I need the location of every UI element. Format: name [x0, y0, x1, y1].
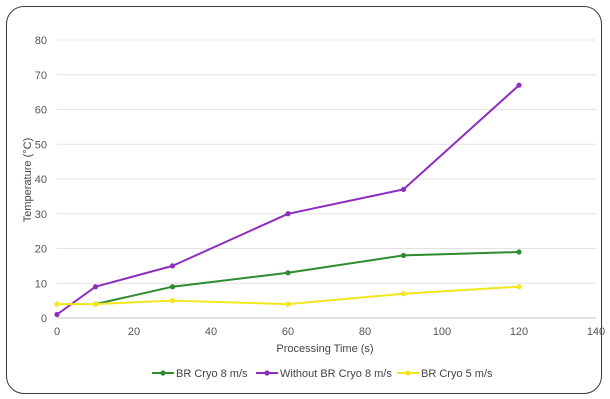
- y-tick-label: 60: [35, 105, 47, 117]
- legend-marker: [264, 370, 270, 376]
- legend-item-2: Without BR Cryo 8 m/s: [256, 368, 392, 380]
- data-point: [400, 291, 407, 297]
- data-point: [169, 298, 176, 304]
- y-axis-title: Temperature (°C): [22, 138, 34, 222]
- x-axis-title: Processing Time (s): [276, 343, 373, 355]
- legend-item-1: BR Cryo 8 m/s: [152, 368, 248, 380]
- series-2: [54, 82, 522, 318]
- y-tick-label: 10: [35, 278, 47, 290]
- series-3: [54, 284, 522, 307]
- data-point: [400, 252, 407, 259]
- series-line: [95, 251, 520, 306]
- data-point: [516, 284, 522, 290]
- y-tick-label: 40: [35, 174, 47, 186]
- x-tick-label: 140: [587, 326, 605, 338]
- legend-marker: [160, 370, 166, 376]
- data-point: [516, 249, 522, 255]
- y-tick-label: 0: [41, 313, 47, 325]
- legend: BR Cryo 8 m/s Without BR Cryo 8 m/s BR Cry…: [152, 368, 493, 380]
- data-point: [516, 82, 522, 88]
- data-point: [285, 211, 291, 217]
- gridlines: [57, 39, 596, 319]
- data-point: [54, 311, 60, 318]
- x-tick-label: 80: [359, 326, 371, 338]
- series-layer: [54, 82, 522, 318]
- series-line: [57, 285, 520, 306]
- data-point: [285, 270, 291, 276]
- data-point: [92, 301, 99, 307]
- legend-label: Without BR Cryo 8 m/s: [280, 368, 392, 380]
- series-line: [56, 84, 520, 316]
- data-point: [285, 301, 291, 307]
- legend-item-3: BR Cryo 5 m/s: [397, 368, 493, 380]
- y-axis: 0 10 20 30 40 50 60 70 80: [35, 35, 47, 325]
- x-tick-label: 20: [128, 326, 140, 338]
- x-tick-label: 60: [282, 326, 294, 338]
- series-1: [92, 249, 522, 307]
- chart-frame: [6, 6, 602, 394]
- y-tick-label: 20: [35, 244, 47, 256]
- x-tick-label: 120: [510, 326, 528, 338]
- data-point: [54, 301, 60, 307]
- legend-label: BR Cryo 5 m/s: [421, 368, 493, 380]
- x-axis: 0 20 40 60 80 100 120 140: [54, 326, 605, 338]
- legend-label: BR Cryo 8 m/s: [176, 368, 248, 380]
- x-tick-label: 0: [54, 326, 60, 338]
- legend-marker: [405, 370, 411, 376]
- data-point: [92, 284, 99, 290]
- y-tick-label: 30: [35, 209, 47, 221]
- x-tick-label: 100: [433, 326, 451, 338]
- y-tick-label: 50: [35, 139, 47, 151]
- y-tick-label: 80: [35, 35, 47, 47]
- y-tick-label: 70: [35, 70, 47, 82]
- data-point: [400, 186, 407, 193]
- data-point: [169, 263, 176, 269]
- data-point: [169, 284, 176, 290]
- x-tick-label: 40: [205, 326, 217, 338]
